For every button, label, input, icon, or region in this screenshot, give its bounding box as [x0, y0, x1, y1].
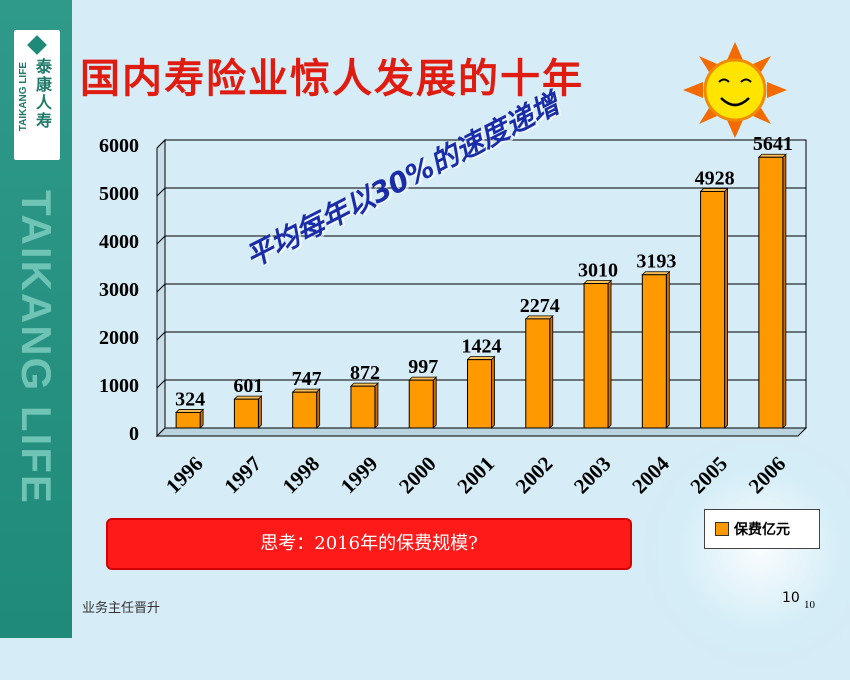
bar-value-label: 3010	[578, 260, 618, 282]
y-tick-label: 4000	[99, 231, 139, 253]
gridline-depth	[156, 187, 166, 197]
x-tick-label: 2001	[452, 452, 499, 499]
bar-value-label: 3193	[636, 251, 676, 273]
x-tick-label: 1998	[278, 452, 325, 499]
company-logo: TAIKANG LIFE 泰康人寿	[14, 30, 60, 160]
x-tick-label: 2004	[627, 451, 674, 498]
x-tick-label: 2003	[569, 452, 616, 499]
bar	[408, 379, 434, 429]
y-tick-label: 3000	[99, 279, 139, 301]
question-banner: 思考：2016年的保费规模?	[106, 518, 632, 570]
gridline-depth	[156, 139, 166, 149]
bar	[350, 385, 376, 429]
sidebar-brand-text: TAIKANG LIFE	[13, 190, 60, 505]
y-tick-label: 5000	[99, 183, 139, 205]
bar	[758, 156, 784, 429]
bar	[700, 190, 726, 429]
bar	[175, 411, 201, 429]
x-tick-label: 1997	[219, 452, 266, 499]
x-tick-label: 2005	[685, 452, 732, 499]
bar	[641, 274, 667, 429]
gridline-depth	[156, 283, 166, 293]
bar-value-label: 5641	[753, 133, 793, 155]
slide-title: 国内寿险业惊人发展的十年	[80, 56, 584, 102]
bar-value-label: 2274	[520, 295, 560, 317]
bar-value-label: 4928	[695, 167, 735, 189]
bar-value-label: 601	[233, 375, 263, 397]
bar-value-label: 1424	[462, 336, 502, 358]
bar-value-label: 872	[350, 362, 380, 384]
x-tick-label: 1999	[336, 452, 383, 499]
gridline-depth	[156, 235, 166, 245]
chart-legend: 保费亿元	[704, 509, 820, 549]
bar-value-label: 747	[292, 368, 322, 390]
x-tick-label: 2000	[394, 452, 441, 499]
bar-value-label: 324	[175, 388, 205, 410]
bar	[583, 283, 609, 429]
y-tick-label: 2000	[99, 327, 139, 349]
gridline-depth	[156, 331, 166, 341]
x-tick-label: 2006	[744, 452, 791, 499]
sidebar: TAIKANG LIFE 泰康人寿 TAIKANG LIFE	[0, 0, 72, 638]
premium-bar-chart: 0 1000 2000 3000 4000 5000 6000 324 1996 601 1997 7…	[99, 133, 808, 499]
legend-label: 保费亿元	[734, 522, 790, 538]
bar-value-label: 997	[408, 356, 438, 378]
bar	[525, 318, 551, 429]
footer-text: 业务主任晋升	[82, 601, 161, 616]
y-tick-label: 1000	[99, 375, 139, 397]
page-number: 10	[782, 590, 800, 606]
x-tick-label: 2002	[511, 452, 558, 499]
y-tick-label: 6000	[99, 135, 139, 157]
bar	[233, 398, 259, 429]
sun-icon	[683, 42, 787, 138]
legend-swatch	[715, 522, 729, 536]
globe-decoration	[630, 420, 850, 680]
plot-floor	[155, 427, 808, 437]
bar	[292, 391, 318, 429]
bar	[467, 359, 492, 429]
gridline-depth	[156, 379, 166, 389]
logo-text-cn: 泰康人寿	[33, 58, 52, 130]
y-tick-label: 0	[129, 423, 139, 445]
page-number-small: 10	[804, 599, 815, 611]
x-tick-label: 1996	[161, 452, 208, 499]
